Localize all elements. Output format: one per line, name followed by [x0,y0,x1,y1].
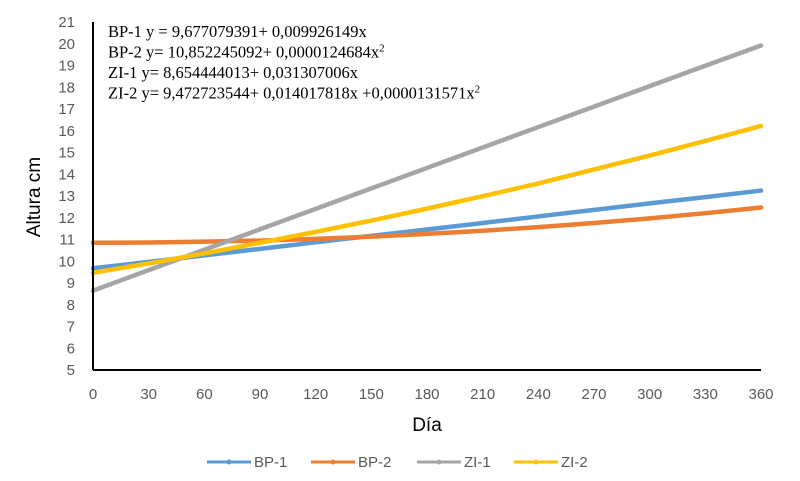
x-tick-label: 300 [637,386,662,403]
x-tick-label: 150 [359,386,384,403]
equation-text: BP-2 y= 10,852245092+ 0,0000124684x [108,43,380,62]
series-line-zi-2 [90,123,764,276]
legend-item-zi-1[interactable]: ZI-1 [417,454,491,471]
equation-label: ZI-1 y= 8,654444013+ 0,031307006x [108,63,359,82]
x-axis-title: Día [412,415,442,436]
legend-marker [533,459,539,465]
legend-marker [330,459,336,465]
legend-label: ZI-2 [561,454,588,471]
y-tick-label: 19 [58,58,75,75]
x-tick-label: 270 [581,386,606,403]
y-tick-label: 15 [58,145,75,162]
x-tick-label: 0 [89,386,97,403]
equation-label: ZI-2 y= 9,472723544+ 0,014017818x +0,000… [108,84,480,103]
y-tick-label: 13 [58,188,75,205]
equation-text: BP-1 y = 9,677079391+ 0,009926149x [108,22,368,41]
legend: BP-1 BP-2 ZI-1 ZI-2 [207,454,588,471]
y-tick-label: 8 [67,297,75,314]
x-axis-ticks: 0 30 60 90 120 150 180 210 240 270 300 330 360 [89,386,774,403]
y-tick-label: 5 [67,362,75,379]
x-tick-label: 120 [303,386,328,403]
y-axis-title: Altura cm [24,157,45,237]
equation-superscript: 2 [379,43,385,55]
y-tick-label: 9 [67,275,75,292]
y-tick-label: 12 [58,210,75,227]
equation-text: ZI-2 y= 9,472723544+ 0,014017818x +0,000… [108,84,475,103]
legend-marker [436,459,442,465]
y-tick-label: 18 [58,79,75,96]
y-tick-label: 11 [59,232,75,249]
x-tick-label: 360 [748,386,773,403]
legend-item-zi-2[interactable]: ZI-2 [514,454,588,471]
x-tick-label: 90 [252,386,269,403]
legend-item-bp-1[interactable]: BP-1 [207,454,287,471]
y-tick-label: 10 [58,253,75,270]
legend-label: BP-2 [358,454,391,471]
x-tick-label: 60 [196,386,213,403]
equation-label: BP-1 y = 9,677079391+ 0,009926149x [108,22,368,41]
legend-item-bp-2[interactable]: BP-2 [311,454,391,471]
y-tick-label: 20 [58,36,75,53]
x-tick-label: 180 [414,386,439,403]
x-tick-label: 240 [526,386,551,403]
x-tick-label: 30 [140,386,157,403]
legend-label: BP-1 [254,454,287,471]
y-tick-label: 7 [67,319,75,336]
y-tick-label: 14 [58,166,75,183]
y-axis-ticks: 5 6 7 8 9 10 11 12 13 14 15 16 17 18 19 20 21 [58,14,75,379]
series-lines [90,43,764,293]
x-tick-label: 210 [470,386,495,403]
equation-superscript: 2 [475,84,481,96]
y-tick-label: 16 [58,123,75,140]
equation-text: ZI-1 y= 8,654444013+ 0,031307006x [108,63,359,82]
series-line-zi-1 [90,43,764,293]
y-tick-label: 6 [67,340,75,357]
legend-label: ZI-1 [464,454,491,471]
x-tick-label: 330 [693,386,718,403]
y-tick-label: 21 [58,14,75,31]
equation-annotations: BP-1 y = 9,677079391+ 0,009926149x BP-2 y… [108,22,480,103]
series-line-bp-2 [90,205,764,246]
equation-label: BP-2 y= 10,852245092+ 0,0000124684x2 [108,43,385,62]
legend-marker [226,459,232,465]
y-tick-label: 17 [58,101,75,118]
